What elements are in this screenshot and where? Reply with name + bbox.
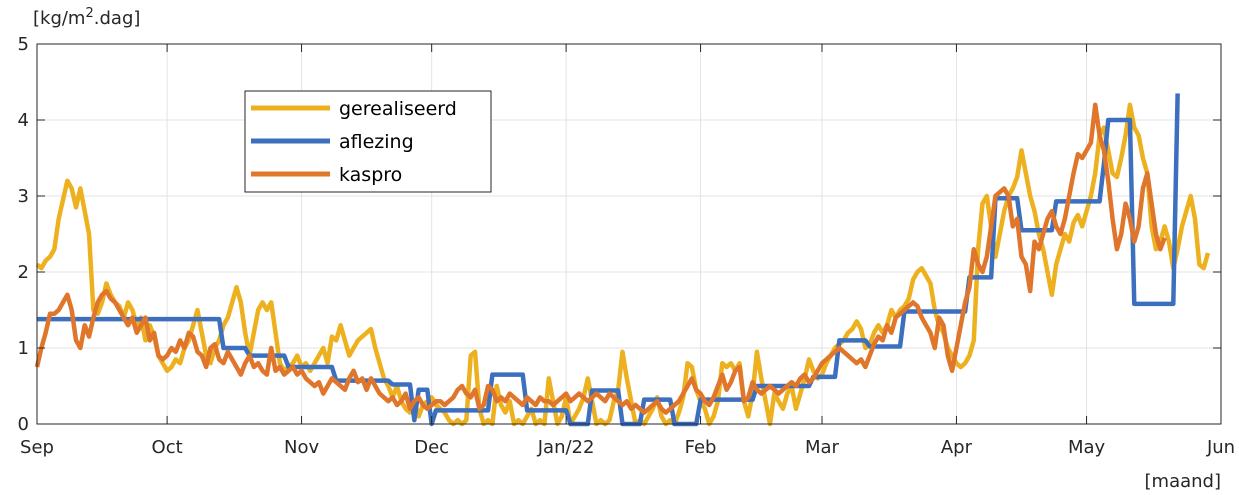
x-tick-label: Jun bbox=[1206, 437, 1235, 458]
x-tick-label: Feb bbox=[685, 437, 717, 458]
legend: gerealiseerd aflezing kaspro bbox=[244, 90, 492, 193]
legend-label-kaspro: kaspro bbox=[339, 164, 402, 186]
axes: 0 1 2 3 4 5 Sep Oct Nov Dec Jan/22 Feb Mar Apr May Jun bbox=[18, 34, 1236, 458]
x-tick-label: Sep bbox=[20, 437, 54, 458]
x-axis-title: [maand] bbox=[1145, 471, 1221, 492]
x-tick-label: Nov bbox=[284, 437, 319, 458]
y-tick-label: 2 bbox=[18, 262, 29, 283]
y-tick-label: 0 bbox=[18, 414, 29, 435]
y-tick-label: 5 bbox=[18, 34, 29, 55]
x-tick-label: Apr bbox=[941, 437, 973, 458]
x-tick-label: Oct bbox=[152, 437, 183, 458]
y-tick-label: 3 bbox=[18, 186, 29, 207]
x-tick-label: Mar bbox=[805, 437, 840, 458]
series-line-gerealiseerd bbox=[35, 102, 1211, 427]
y-tick-label: 1 bbox=[18, 338, 29, 359]
legend-label-aflezing: aflezing bbox=[339, 131, 414, 153]
y-axis-title: [kg/m2.dag] bbox=[33, 6, 140, 30]
y-tick-label: 4 bbox=[18, 110, 29, 131]
x-tick-label: May bbox=[1068, 437, 1106, 458]
series-lines bbox=[34, 93, 1211, 427]
x-tick-label: Dec bbox=[414, 437, 449, 458]
legend-label-gerealiseerd: gerealiseerd bbox=[339, 98, 457, 120]
axes-box bbox=[36, 43, 1222, 425]
series-line-kaspro bbox=[34, 102, 1167, 415]
x-tick-label: Jan/22 bbox=[537, 437, 595, 458]
